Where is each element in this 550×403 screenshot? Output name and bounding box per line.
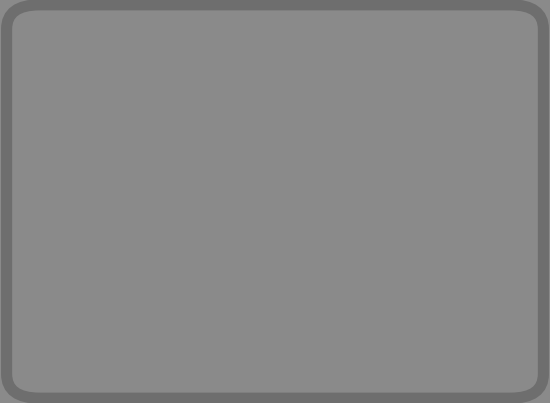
Y-axis label: Fecha de llegada: Fecha de llegada [23,127,36,245]
